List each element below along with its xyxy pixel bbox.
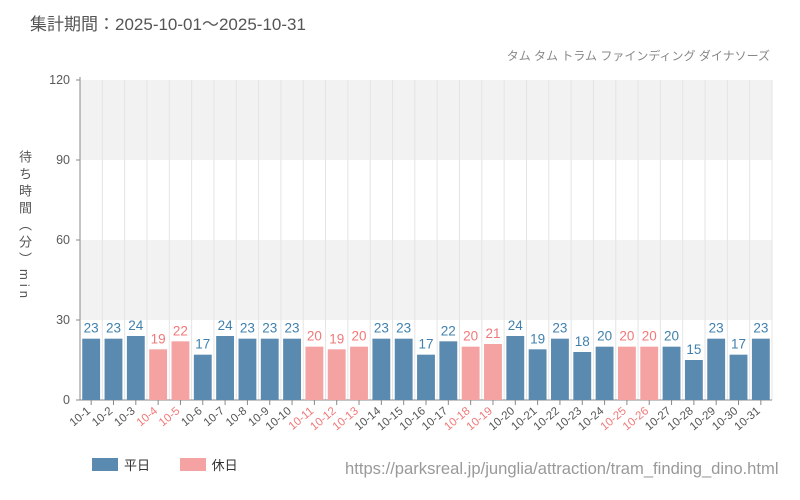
svg-text:20: 20 — [619, 329, 634, 344]
svg-text:23: 23 — [396, 321, 411, 336]
svg-text:20: 20 — [352, 329, 367, 344]
svg-text:19: 19 — [329, 331, 344, 346]
svg-text:20: 20 — [642, 329, 657, 344]
svg-text:15: 15 — [686, 342, 701, 357]
svg-text:0: 0 — [63, 393, 70, 407]
svg-text:10-8: 10-8 — [224, 405, 249, 429]
svg-text:10-5: 10-5 — [157, 405, 182, 429]
svg-text:23: 23 — [84, 321, 99, 336]
svg-text:23: 23 — [374, 321, 389, 336]
svg-text:17: 17 — [195, 337, 210, 352]
svg-text:23: 23 — [106, 321, 121, 336]
svg-text:10-31: 10-31 — [733, 405, 763, 433]
svg-text:23: 23 — [552, 321, 567, 336]
svg-text:10-6: 10-6 — [179, 405, 204, 429]
svg-text:24: 24 — [508, 318, 524, 333]
svg-text:20: 20 — [597, 329, 612, 344]
svg-text:17: 17 — [731, 337, 746, 352]
svg-text:10-2: 10-2 — [90, 405, 115, 429]
svg-text:20: 20 — [664, 329, 679, 344]
svg-text:17: 17 — [418, 337, 433, 352]
svg-text:23: 23 — [240, 321, 255, 336]
svg-text:10-4: 10-4 — [135, 405, 161, 429]
svg-text:22: 22 — [173, 323, 188, 338]
svg-text:30: 30 — [56, 313, 70, 327]
svg-text:20: 20 — [463, 329, 478, 344]
svg-text:23: 23 — [285, 321, 300, 336]
svg-text:21: 21 — [485, 326, 500, 341]
svg-text:90: 90 — [56, 153, 70, 167]
svg-text:19: 19 — [151, 331, 166, 346]
svg-text:24: 24 — [128, 318, 144, 333]
svg-text:23: 23 — [262, 321, 277, 336]
svg-text:60: 60 — [56, 233, 70, 247]
svg-text:18: 18 — [575, 334, 590, 349]
svg-text:120: 120 — [49, 73, 70, 87]
svg-text:10-7: 10-7 — [202, 405, 227, 429]
svg-text:23: 23 — [709, 321, 724, 336]
svg-text:10-3: 10-3 — [112, 405, 137, 429]
svg-text:19: 19 — [530, 331, 545, 346]
svg-text:24: 24 — [218, 318, 234, 333]
svg-text:20: 20 — [307, 329, 322, 344]
svg-text:10-10: 10-10 — [264, 405, 294, 433]
svg-text:23: 23 — [753, 321, 768, 336]
svg-text:10-1: 10-1 — [68, 405, 93, 429]
svg-text:22: 22 — [441, 323, 456, 338]
